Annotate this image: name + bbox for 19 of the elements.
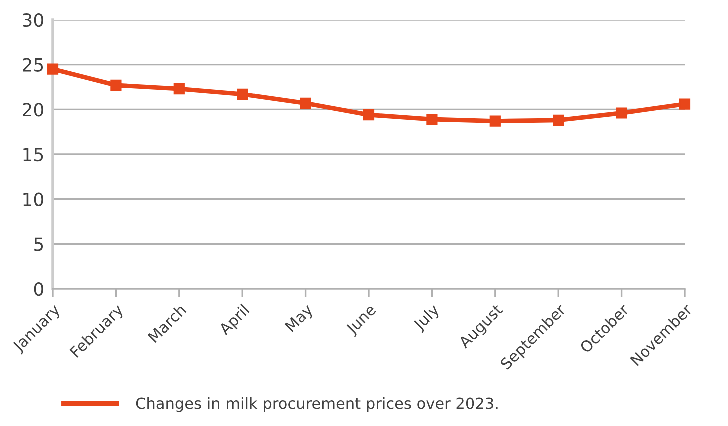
- point: [300, 98, 312, 109]
- y-tick-label: 0: [34, 282, 44, 296]
- y-tick-label: 25: [23, 58, 44, 72]
- y-tick-label: 20: [23, 103, 44, 117]
- point: [174, 83, 185, 95]
- y-tick-label: 5: [34, 238, 44, 252]
- point: [679, 98, 691, 110]
- point: [110, 80, 122, 92]
- y-tick-label: 15: [24, 148, 44, 162]
- point: [237, 88, 248, 100]
- point: [616, 108, 628, 119]
- point: [490, 116, 501, 127]
- point: [426, 114, 438, 126]
- point: [363, 109, 375, 121]
- y-tick-label: 30: [23, 13, 44, 28]
- y-tick-label: 10: [24, 192, 44, 206]
- point: [553, 114, 564, 126]
- point: [47, 64, 59, 75]
- legend-label: Changes in milk procurement prices over 2023.: [136, 397, 498, 412]
